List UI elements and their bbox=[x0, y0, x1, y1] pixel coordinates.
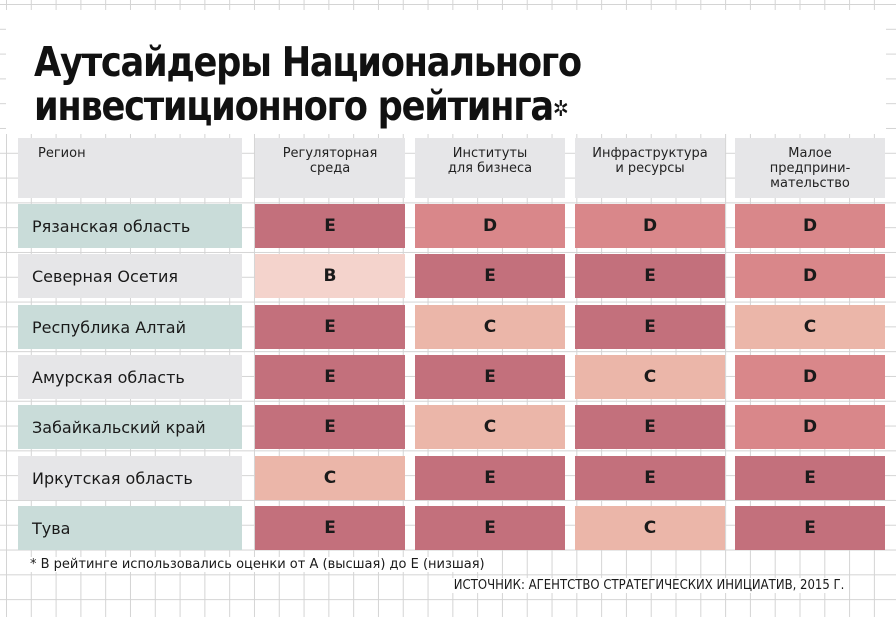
grade-cell: E bbox=[255, 204, 405, 248]
grade-cell: C bbox=[575, 355, 725, 399]
region-name: Иркутская область bbox=[18, 456, 242, 500]
column-header-line: мательство bbox=[770, 176, 850, 191]
column-header-line: для бизнеса bbox=[447, 161, 533, 176]
grade-cell: D bbox=[575, 204, 725, 248]
column-header-1: Регуляторная среда bbox=[255, 138, 405, 198]
column-header-4: Малое предприни-мательство bbox=[735, 138, 885, 198]
title-line-1: Аутсайдеры Национального bbox=[34, 38, 582, 86]
grade-cell: C bbox=[415, 405, 565, 449]
grade-cell: D bbox=[735, 405, 885, 449]
chart-title: Аутсайдеры Национального инвестиционного … bbox=[34, 38, 582, 130]
grade-cell: D bbox=[735, 204, 885, 248]
grade-cell: E bbox=[575, 254, 725, 298]
region-name: Рязанская область bbox=[18, 204, 242, 248]
grade-cell: C bbox=[575, 506, 725, 550]
column-header-line: среда bbox=[309, 161, 351, 176]
grade-cell: C bbox=[255, 456, 405, 500]
grade-cell: D bbox=[735, 254, 885, 298]
region-name: Забайкальский край bbox=[18, 405, 242, 449]
grade-cell: C bbox=[415, 305, 565, 349]
title-panel: Аутсайдеры Национального инвестиционного … bbox=[6, 10, 886, 134]
grade-cell: E bbox=[255, 506, 405, 550]
region-name: Северная Осетия bbox=[18, 254, 242, 298]
grade-cell: E bbox=[255, 355, 405, 399]
grade-cell: B bbox=[255, 254, 405, 298]
grade-cell: E bbox=[575, 305, 725, 349]
column-header-line: Институты bbox=[452, 146, 528, 161]
grade-cell: D bbox=[735, 355, 885, 399]
grade-cell: E bbox=[735, 456, 885, 500]
title-line-2: инвестиционного рейтинга bbox=[34, 82, 554, 130]
grade-cell: E bbox=[415, 456, 565, 500]
grade-cell: E bbox=[735, 506, 885, 550]
grade-cell: C bbox=[735, 305, 885, 349]
region-name: Республика Алтай bbox=[18, 305, 242, 349]
column-header-line: Инфраструктура bbox=[592, 146, 708, 161]
column-header-line: Малое bbox=[788, 146, 832, 161]
column-header-line: и ресурсы bbox=[615, 161, 685, 176]
column-header-line: Регуляторная bbox=[282, 146, 378, 161]
column-header-3: Инфраструктура и ресурсы bbox=[575, 138, 725, 198]
grade-cell: E bbox=[255, 305, 405, 349]
column-header-line: Регион bbox=[38, 146, 86, 161]
source-credit: ИСТОЧНИК: АГЕНТСТВО СТРАТЕГИЧЕСКИХ ИНИЦИ… bbox=[452, 578, 847, 593]
grade-cell: E bbox=[575, 456, 725, 500]
grade-cell: E bbox=[415, 254, 565, 298]
grade-cell: E bbox=[415, 506, 565, 550]
column-header-line: предприни- bbox=[769, 161, 851, 176]
grade-cell: E bbox=[415, 355, 565, 399]
grade-cell: D bbox=[415, 204, 565, 248]
column-header-region: Регион bbox=[18, 138, 242, 198]
region-name: Амурская область bbox=[18, 355, 242, 399]
footnote: * В рейтинге использовались оценки от А … bbox=[28, 557, 487, 572]
region-name: Тува bbox=[18, 506, 242, 550]
grade-cell: E bbox=[575, 405, 725, 449]
column-header-2: Институты для бизнеса bbox=[415, 138, 565, 198]
asterisk-icon: ✲ bbox=[552, 97, 569, 122]
grade-cell: E bbox=[255, 405, 405, 449]
